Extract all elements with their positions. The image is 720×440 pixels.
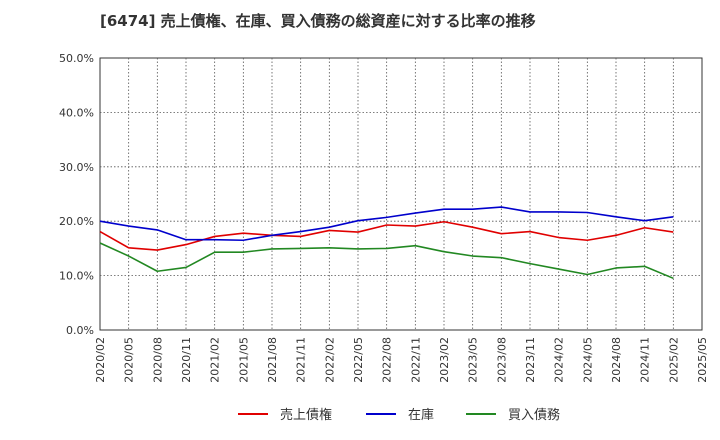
x-tick-label: 2020/02: [94, 337, 107, 383]
legend-label-3: 買入債務: [508, 408, 560, 423]
x-tick-label: 2024/11: [639, 337, 652, 383]
x-tick-label: 2020/05: [123, 337, 136, 383]
x-tick-label: 2022/02: [323, 337, 336, 383]
y-tick-label: 50.0%: [59, 52, 94, 65]
x-tick-label: 2023/08: [495, 337, 508, 383]
legend: 売上債権 在庫 買入債務: [238, 407, 560, 423]
x-tick-label: 2025/02: [667, 337, 680, 383]
x-tick-label: 2024/08: [610, 337, 623, 383]
x-tick-label: 2023/02: [438, 337, 451, 383]
y-axis: 0.0% 10.0% 20.0% 30.0% 40.0% 50.0%: [59, 52, 94, 337]
x-tick-label: 2021/08: [266, 337, 279, 383]
y-tick-label: 10.0%: [59, 270, 94, 283]
y-tick-label: 20.0%: [59, 215, 94, 228]
x-tick-label: 2025/05: [696, 337, 709, 383]
chart-title: [6474] 売上債権、在庫、買入債務の総資産に対する比率の推移: [100, 12, 536, 30]
x-tick-label: 2021/11: [295, 337, 308, 383]
plot-frame: [99, 57, 703, 331]
legend-label-2: 在庫: [408, 408, 434, 423]
x-tick-label: 2023/11: [524, 337, 537, 383]
x-tick-label: 2021/05: [237, 337, 250, 383]
x-tick-label: 2020/08: [151, 337, 164, 383]
x-tick-label: 2022/05: [352, 337, 365, 383]
series-group: [99, 206, 674, 280]
y-tick-label: 40.0%: [59, 106, 94, 119]
series-line-2: [99, 206, 674, 242]
x-tick-label: 2024/02: [553, 337, 566, 383]
x-tick-label: 2023/05: [467, 337, 480, 383]
grid: [100, 58, 702, 330]
x-axis: 2020/02 2020/05 2020/08 2020/11 2021/02 2021/…: [94, 337, 709, 383]
x-tick-label: 2024/05: [581, 337, 594, 383]
plot-area: [99, 57, 703, 331]
x-tick-label: 2022/08: [381, 337, 394, 383]
series-line-1: [99, 220, 674, 251]
x-tick-label: 2022/11: [409, 337, 422, 383]
series-line-3: [99, 242, 674, 280]
y-tick-label: 30.0%: [59, 161, 94, 174]
y-tick-label: 0.0%: [66, 324, 94, 337]
x-tick-label: 2020/11: [180, 337, 193, 383]
legend-label-1: 売上債権: [280, 407, 332, 423]
x-tick-label: 2021/02: [209, 337, 222, 383]
